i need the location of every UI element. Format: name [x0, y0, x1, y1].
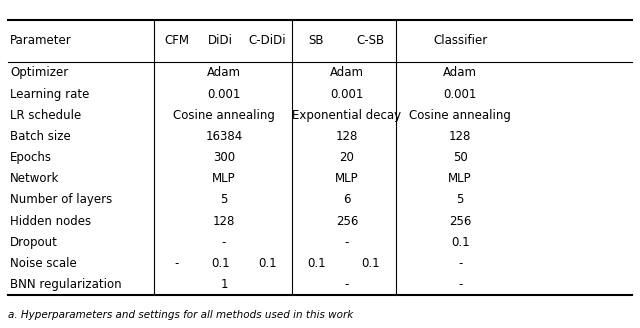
Text: 0.001: 0.001 [330, 88, 364, 101]
Text: BNN regularization: BNN regularization [10, 278, 122, 291]
Text: MLP: MLP [212, 172, 236, 185]
Text: Exponential decay: Exponential decay [292, 109, 401, 122]
Text: MLP: MLP [335, 172, 358, 185]
Text: Cosine annealing: Cosine annealing [409, 109, 511, 122]
Text: LR schedule: LR schedule [10, 109, 81, 122]
Text: DiDi: DiDi [207, 34, 233, 48]
Text: 128: 128 [213, 215, 235, 228]
Text: 256: 256 [449, 215, 471, 228]
Text: 5: 5 [456, 194, 464, 206]
Text: 1: 1 [220, 278, 228, 291]
Text: Hidden nodes: Hidden nodes [10, 215, 92, 228]
Text: 5: 5 [220, 194, 228, 206]
Text: Epochs: Epochs [10, 151, 52, 164]
Text: 300: 300 [213, 151, 235, 164]
Text: SB: SB [308, 34, 324, 48]
Text: a. Hyperparameters and settings for all methods used in this work: a. Hyperparameters and settings for all … [8, 310, 353, 320]
Text: 128: 128 [336, 130, 358, 143]
Text: 6: 6 [343, 194, 351, 206]
Text: Parameter: Parameter [10, 34, 72, 48]
Text: 0.1: 0.1 [361, 257, 380, 270]
Text: 0.1: 0.1 [211, 257, 230, 270]
Text: 50: 50 [452, 151, 468, 164]
Text: C-DiDi: C-DiDi [249, 34, 286, 48]
Text: Number of layers: Number of layers [10, 194, 113, 206]
Text: 0.1: 0.1 [258, 257, 277, 270]
Text: 20: 20 [339, 151, 355, 164]
Text: Classifier: Classifier [433, 34, 487, 48]
Text: Learning rate: Learning rate [10, 88, 90, 101]
Text: 0.1: 0.1 [307, 257, 326, 270]
Text: 0.001: 0.001 [444, 88, 477, 101]
Text: Batch size: Batch size [10, 130, 71, 143]
Text: MLP: MLP [449, 172, 472, 185]
Text: Dropout: Dropout [10, 236, 58, 249]
Text: -: - [175, 257, 179, 270]
Text: Adam: Adam [443, 66, 477, 79]
Text: Optimizer: Optimizer [10, 66, 68, 79]
Text: 16384: 16384 [205, 130, 243, 143]
Text: -: - [345, 278, 349, 291]
Text: -: - [345, 236, 349, 249]
Text: C-SB: C-SB [356, 34, 384, 48]
Text: CFM: CFM [164, 34, 189, 48]
Text: 256: 256 [336, 215, 358, 228]
Text: 0.001: 0.001 [207, 88, 241, 101]
Text: 128: 128 [449, 130, 471, 143]
Text: -: - [458, 278, 462, 291]
Text: -: - [458, 257, 462, 270]
Text: Network: Network [10, 172, 60, 185]
Text: -: - [222, 236, 226, 249]
Text: Adam: Adam [330, 66, 364, 79]
Text: Noise scale: Noise scale [10, 257, 77, 270]
Text: Cosine annealing: Cosine annealing [173, 109, 275, 122]
Text: 0.1: 0.1 [451, 236, 470, 249]
Text: Adam: Adam [207, 66, 241, 79]
